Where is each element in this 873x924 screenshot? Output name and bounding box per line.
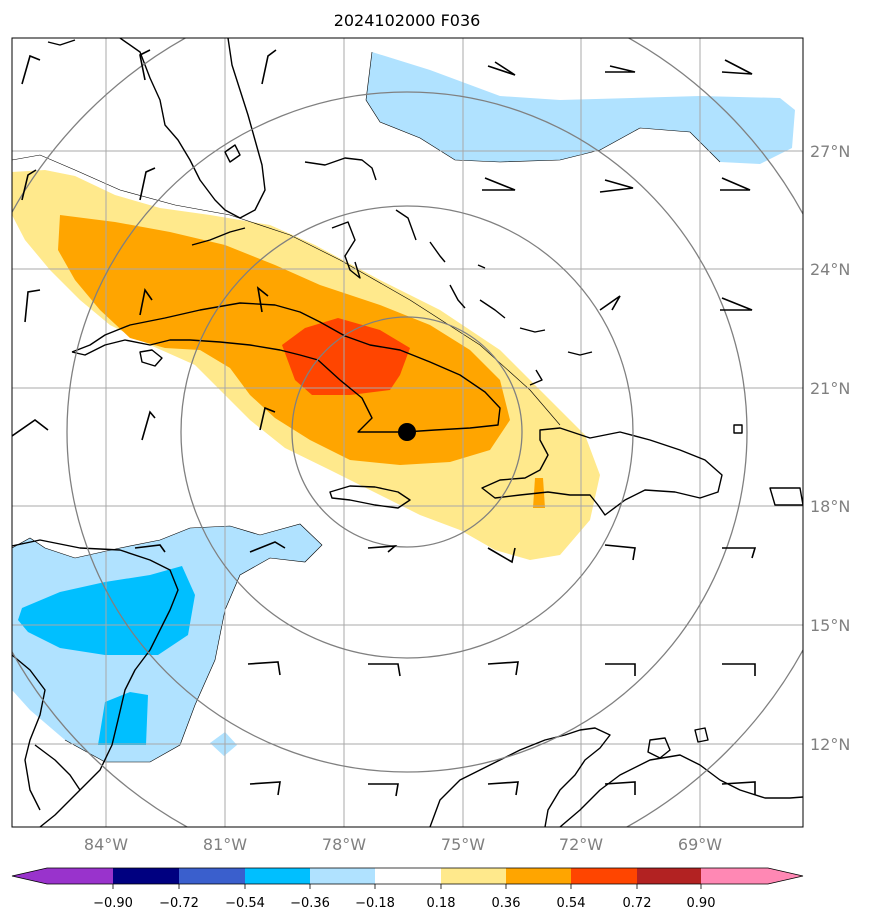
map-frame [11, 37, 804, 828]
wind-barb-icon [487, 781, 519, 796]
wind-barb-icon [605, 65, 636, 73]
colorbar-segment [47, 868, 113, 884]
colorbar-segment [245, 868, 310, 884]
central-america-coast [12, 539, 179, 827]
wind-barb-icon [249, 781, 281, 796]
south-america-coast [429, 727, 611, 827]
colorbar-ticks [112, 884, 702, 889]
lon-label: 75°W [441, 835, 485, 854]
lat-label: 18°N [810, 497, 850, 516]
colorbar-segment [701, 868, 768, 884]
wind-barb-icon [261, 49, 277, 85]
coastlines [12, 38, 803, 827]
colorbar-extend-high [768, 868, 803, 884]
colorbar-segment [113, 868, 179, 884]
wind-barb-icon [139, 167, 156, 201]
longitude-labels: 84°W 81°W 78°W 75°W 72°W 69°W [84, 835, 722, 854]
wind-barb-icon [604, 781, 636, 795]
wind-barb-icon [487, 547, 516, 564]
colorbar-label: −0.72 [159, 896, 199, 911]
contour-positive-036 [58, 215, 510, 465]
lat-label: 12°N [810, 735, 850, 754]
wind-barb-icon [599, 295, 621, 311]
wind-barb-icon [21, 54, 41, 85]
jamaica-coast [329, 485, 411, 509]
florida-coast [119, 38, 266, 219]
colorbar-label: 0.36 [492, 896, 521, 911]
range-rings [12, 38, 803, 827]
lat-label: 15°N [810, 616, 850, 635]
colorbar-label: −0.18 [355, 896, 395, 911]
lon-label: 84°W [84, 835, 128, 854]
wind-barb-icon [721, 781, 756, 795]
colorbar-segment [571, 868, 637, 884]
wind-barb-icon [256, 286, 269, 313]
wind-barbs [12, 49, 757, 797]
figure-title: 2024102000 F036 [334, 11, 481, 30]
wind-barb-icon [139, 288, 153, 316]
wind-barb-icon [721, 59, 753, 75]
colorbar-label: 0.18 [427, 896, 456, 911]
colorbar-segment [375, 868, 441, 884]
storm-center-marker [398, 423, 416, 441]
colorbar-label: −0.36 [290, 896, 330, 911]
wind-barb-icon [722, 663, 756, 676]
cuba-coast [71, 302, 501, 433]
wind-barb-icon [487, 61, 516, 76]
wind-barb-icon [720, 297, 753, 311]
wind-barb-icon [249, 541, 286, 553]
colorbar-segment [179, 868, 245, 884]
colorbar-label: 0.72 [623, 896, 652, 911]
wind-barb-icon [259, 406, 276, 431]
colorbar-segment [506, 868, 571, 884]
wind-barb-icon [139, 49, 151, 81]
lon-label: 72°W [559, 835, 603, 854]
contour-negative-036-b [98, 692, 148, 745]
wind-barb-icon [487, 661, 519, 676]
wind-barb-icon [24, 289, 41, 323]
wind-barb-icon [599, 179, 634, 193]
wind-barb-icon [21, 169, 37, 201]
lat-label: 27°N [810, 142, 850, 161]
colorbar-segment [441, 868, 506, 884]
hispaniola-coast [481, 427, 723, 516]
wind-barb-icon [722, 547, 757, 559]
contour-positive-054 [282, 318, 410, 395]
colorbar-label: 0.54 [557, 896, 586, 911]
colorbar-label: −0.90 [93, 896, 133, 911]
lat-label: 24°N [810, 260, 850, 279]
lon-label: 69°W [678, 835, 722, 854]
wind-barb-icon [605, 663, 636, 676]
colorbar-label: 0.90 [687, 896, 716, 911]
latitude-labels: 12°N 15°N 18°N 21°N 24°N 27°N [810, 142, 850, 754]
wind-barb-icon [247, 661, 281, 676]
colorbar-segment [310, 868, 375, 884]
colorbar: −0.90 −0.72 −0.54 −0.36 −0.18 0.18 0.36 … [11, 867, 804, 911]
map-area [12, 38, 803, 827]
lon-label: 78°W [322, 835, 366, 854]
wind-barb-icon [720, 177, 751, 191]
colorbar-extend-low [12, 868, 47, 884]
lat-label: 21°N [810, 379, 850, 398]
graticule [12, 38, 803, 827]
wind-barb-icon [368, 783, 399, 797]
wind-barb-icon [482, 177, 516, 191]
lon-label: 81°W [203, 835, 247, 854]
wind-barb-icon [134, 544, 166, 553]
wind-barb-icon [12, 419, 49, 437]
wind-barb-icon [604, 544, 636, 561]
wind-barb-icon [368, 663, 401, 677]
colorbar-segment [637, 868, 701, 884]
wind-barb-icon [141, 410, 156, 441]
colorbar-label: −0.54 [225, 896, 265, 911]
wind-barb-icon [367, 545, 398, 553]
